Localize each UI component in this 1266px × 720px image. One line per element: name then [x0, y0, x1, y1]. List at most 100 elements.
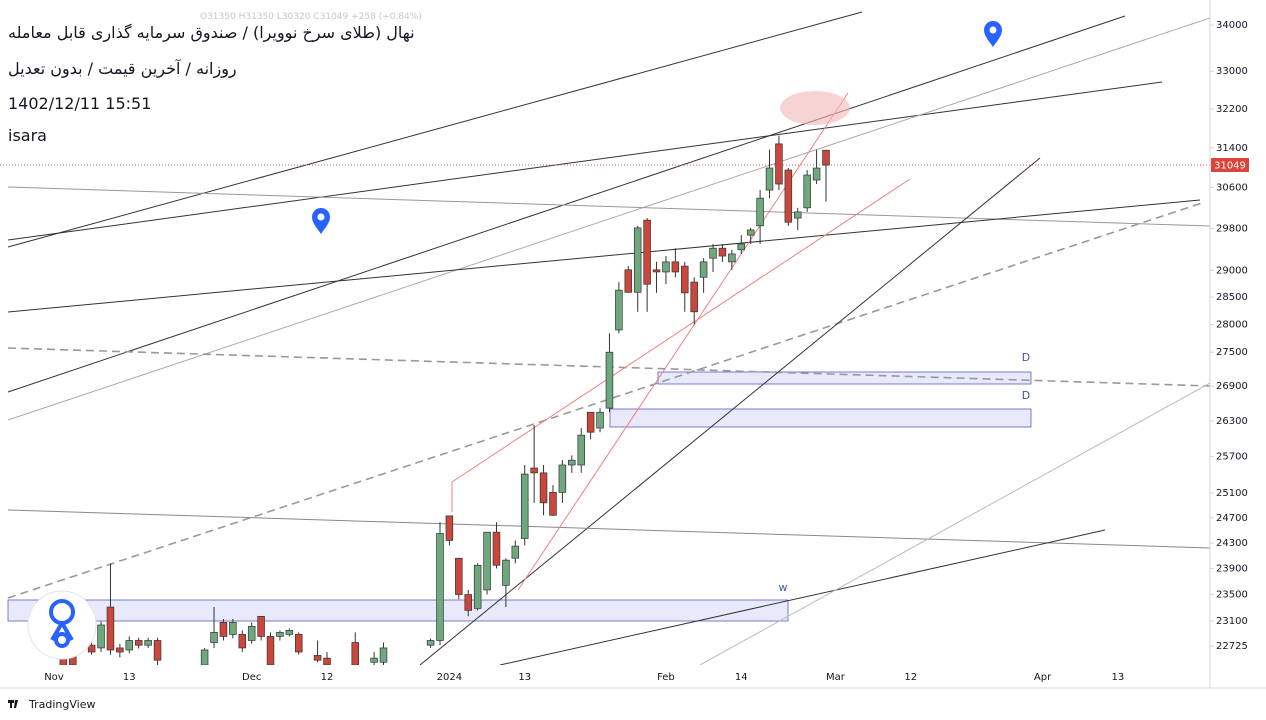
- candle-body: [238, 634, 247, 649]
- candle-body: [295, 634, 303, 653]
- candle-body: [247, 625, 256, 641]
- candle-body: [116, 647, 124, 653]
- y-tick-label: 31400: [1216, 143, 1248, 154]
- candle-body: [153, 640, 162, 661]
- x-tick-label: 13: [123, 672, 136, 683]
- brand: TradingView: [28, 698, 95, 711]
- y-tick-label: 29800: [1216, 223, 1248, 234]
- map-pin: [984, 21, 1002, 47]
- candle-body: [455, 557, 463, 595]
- candle-body: [822, 149, 830, 166]
- candle-body: [97, 624, 105, 649]
- candle-body: [257, 615, 265, 637]
- x-tick-label: 12: [904, 672, 917, 683]
- x-tick-label: Nov: [44, 672, 64, 683]
- candle-body: [577, 434, 585, 466]
- y-tick-label: 22725: [1216, 641, 1248, 652]
- candle-body: [549, 492, 557, 516]
- zone-label: D: [1022, 389, 1030, 402]
- x-tick-label: 2024: [437, 672, 462, 683]
- candle-body: [633, 227, 642, 293]
- candle-body: [210, 632, 218, 643]
- x-tick-label: Dec: [242, 672, 261, 683]
- logo: [27, 590, 97, 660]
- candle-body: [502, 559, 510, 586]
- x-tick-label: 13: [1112, 672, 1125, 683]
- candle-body: [662, 261, 670, 273]
- author: isara: [8, 126, 47, 145]
- candle-body: [718, 247, 727, 257]
- candle-body: [699, 261, 708, 278]
- candle-body: [87, 644, 96, 653]
- last-price-box: [1211, 158, 1249, 172]
- candle-body: [520, 473, 529, 539]
- candle-body: [144, 640, 152, 646]
- y-tick-label: 30600: [1216, 183, 1248, 194]
- y-tick-label: 34000: [1216, 20, 1248, 31]
- candle-body: [379, 647, 388, 663]
- candle-body: [586, 411, 595, 433]
- candle-body: [690, 281, 698, 313]
- y-tick-label: 28500: [1216, 292, 1248, 303]
- last-price-label: 31049: [1214, 161, 1246, 172]
- chart-subtitle: روزانه / آخرین قیمت / بدون تعدیل: [8, 59, 237, 78]
- candle-body: [784, 169, 793, 223]
- y-tick-label: 25700: [1216, 452, 1248, 463]
- candle-body: [765, 167, 774, 191]
- candle-body: [539, 472, 548, 504]
- x-tick-label: Feb: [657, 672, 675, 683]
- y-tick-label: 27500: [1216, 347, 1248, 358]
- candle-body: [511, 545, 520, 559]
- candle-body: [737, 243, 746, 251]
- candle-body: [266, 636, 275, 665]
- zone-label: D: [1022, 351, 1030, 364]
- y-tick-label: 32200: [1216, 104, 1248, 115]
- x-tick-label: 14: [735, 672, 748, 683]
- candle-body: [728, 253, 736, 263]
- zone-label: w: [779, 581, 788, 594]
- candle-body: [681, 265, 689, 294]
- candle-body: [285, 630, 294, 635]
- candle-body: [803, 174, 811, 209]
- timestamp: 1402/12/11 15:51: [8, 94, 152, 113]
- candle-body: [436, 533, 444, 641]
- y-tick-label: 23900: [1216, 564, 1248, 575]
- candle-body: [125, 640, 134, 651]
- brand-logo: [8, 700, 18, 708]
- candles: [59, 135, 830, 665]
- x-tick-label: 13: [518, 672, 531, 683]
- candle-body: [709, 247, 717, 259]
- y-tick-label: 28000: [1216, 319, 1248, 330]
- candle-body: [605, 351, 614, 409]
- candle-body: [530, 467, 538, 474]
- y-tick-label: 33000: [1216, 66, 1248, 77]
- candle-body: [596, 411, 604, 429]
- x-tick-label: 12: [321, 672, 334, 683]
- candle-body: [652, 269, 661, 273]
- candle-body: [445, 515, 454, 541]
- ohlc-header: O31350 H31350 L30320 C31049 +258 (+0.84%…: [200, 12, 422, 22]
- y-tick-label: 23500: [1216, 590, 1248, 601]
- candle-body: [200, 649, 209, 665]
- candle-body: [624, 269, 633, 293]
- candle-body: [473, 564, 482, 609]
- y-tick-label: 24300: [1216, 538, 1248, 549]
- candle-body: [134, 640, 143, 646]
- candle-body: [351, 642, 360, 665]
- candle-body: [558, 464, 567, 493]
- candle-body: [568, 459, 576, 466]
- candle-body: [794, 211, 802, 219]
- y-tick-label: 25100: [1216, 488, 1248, 499]
- candle-body: [492, 531, 501, 566]
- y-tick-label: 29000: [1216, 265, 1248, 276]
- y-tick-label: 23100: [1216, 616, 1248, 627]
- candle-body: [746, 229, 755, 236]
- candle-body: [426, 640, 435, 646]
- map-pin: [312, 208, 330, 234]
- candle-body: [370, 657, 378, 663]
- y-tick-label: 26300: [1216, 416, 1248, 427]
- x-tick-label: Apr: [1034, 672, 1052, 683]
- candle-body: [756, 197, 764, 227]
